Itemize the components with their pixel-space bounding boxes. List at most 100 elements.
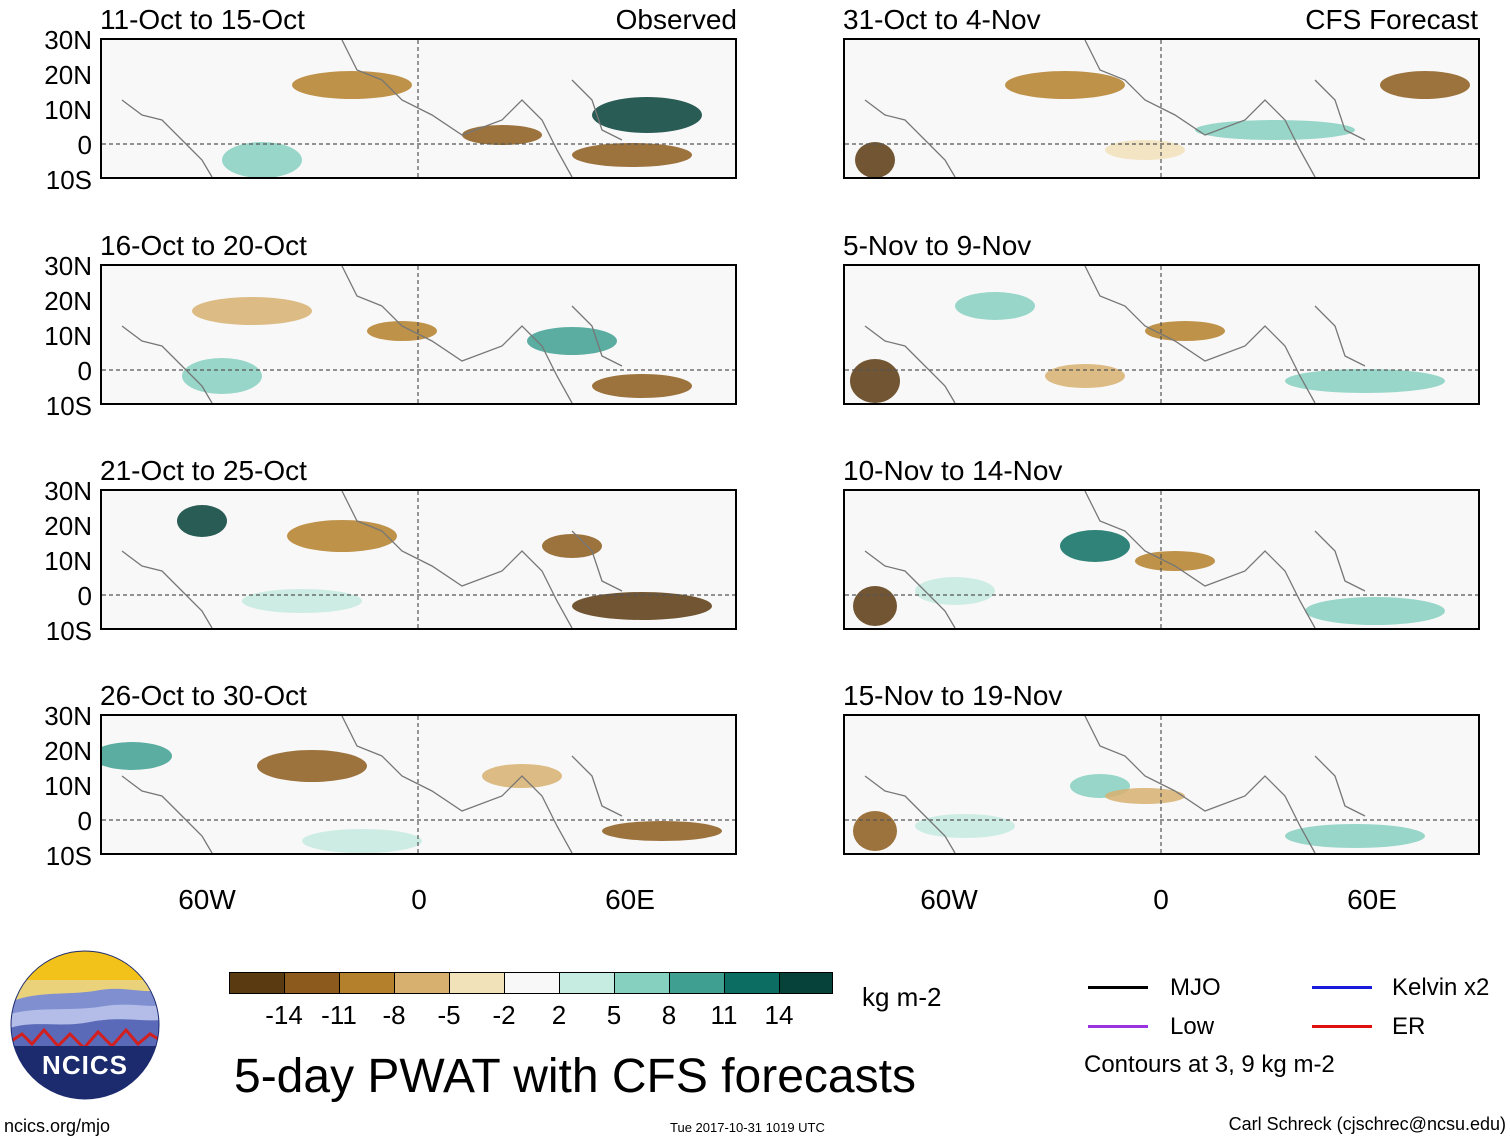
colorbar-cell-5 bbox=[504, 972, 560, 994]
pwat-anomaly-shade bbox=[192, 297, 312, 325]
lat-label: 0 bbox=[77, 356, 92, 386]
pwat-anomaly-shade bbox=[1195, 120, 1355, 140]
pwat-anomaly-shade bbox=[1060, 530, 1130, 562]
colorbar-label: 14 bbox=[764, 1000, 794, 1030]
pwat-anomaly-shade bbox=[592, 374, 692, 398]
colorbar-cell-2 bbox=[339, 972, 395, 994]
coastline bbox=[864, 491, 1366, 628]
pwat-anomaly-shade bbox=[592, 97, 702, 133]
lon-label: 60E bbox=[605, 884, 655, 915]
coastline bbox=[121, 40, 623, 177]
pwat-anomaly-shade bbox=[853, 811, 897, 851]
colorbar-cell-4 bbox=[449, 972, 505, 994]
pwat-anomaly-shade bbox=[302, 829, 422, 853]
panel-title: 10-Nov to 14-Nov bbox=[843, 455, 1063, 486]
colorbar-label: -14 bbox=[265, 1000, 303, 1030]
map-canvas bbox=[845, 266, 1478, 403]
colorbar-cell-7 bbox=[614, 972, 670, 994]
map-panel bbox=[843, 714, 1480, 855]
coastline bbox=[864, 266, 1366, 403]
map-panel bbox=[100, 714, 737, 855]
colorbar-label: 8 bbox=[661, 1000, 677, 1030]
lat-label: 10S bbox=[45, 841, 92, 871]
pwat-anomaly-shade bbox=[177, 505, 227, 537]
colorbar-cell-9 bbox=[724, 972, 780, 994]
lat-label: 30N bbox=[44, 701, 92, 731]
colorbar-cell-1 bbox=[284, 972, 340, 994]
coastline bbox=[121, 266, 623, 403]
footer-right: Carl Schreck (cjschrec@ncsu.edu) bbox=[1228, 1114, 1506, 1134]
coastline bbox=[864, 40, 1366, 177]
pwat-anomaly-shade bbox=[1285, 369, 1445, 393]
lat-label: 20N bbox=[44, 286, 92, 316]
panel-title: 5-Nov to 9-Nov bbox=[843, 230, 1032, 261]
ncics-logo: NCICS bbox=[10, 950, 160, 1100]
panel-title: 11-Oct to 15-Oct bbox=[100, 4, 305, 35]
lat-label: 10S bbox=[45, 391, 92, 421]
pwat-anomaly-shade bbox=[915, 814, 1015, 838]
pwat-anomaly-shade bbox=[527, 327, 617, 355]
pwat-anomaly-shade bbox=[1380, 71, 1470, 99]
map-panel bbox=[843, 264, 1480, 405]
pwat-anomaly-shade bbox=[855, 142, 895, 177]
lat-label: 10N bbox=[44, 321, 92, 351]
colorbar-label: 5 bbox=[606, 1000, 622, 1030]
lat-label: 0 bbox=[77, 581, 92, 611]
pwat-anomaly-shade bbox=[1305, 597, 1445, 625]
panel-title: 26-Oct to 30-Oct bbox=[100, 680, 307, 711]
coastline bbox=[121, 491, 623, 628]
lat-label: 20N bbox=[44, 60, 92, 90]
colorbar-unit: kg m-2 bbox=[862, 982, 942, 1012]
lon-label: 0 bbox=[1153, 884, 1169, 915]
pwat-anomaly-shade bbox=[1285, 824, 1425, 848]
lat-label: 0 bbox=[77, 806, 92, 836]
colorbar-label: -5 bbox=[437, 1000, 461, 1030]
footer-left: ncics.org/mjo bbox=[4, 1116, 111, 1136]
pwat-anomaly-shade bbox=[542, 534, 602, 558]
legend-label: Kelvin x2 bbox=[1392, 974, 1490, 1001]
pwat-anomaly-shade bbox=[572, 592, 712, 620]
map-canvas bbox=[102, 491, 735, 628]
pwat-anomaly-shade bbox=[1135, 551, 1215, 571]
lat-label: 10N bbox=[44, 546, 92, 576]
pwat-anomaly-shade bbox=[257, 750, 367, 782]
lat-label: 30N bbox=[44, 476, 92, 506]
lat-label: 10S bbox=[45, 165, 92, 195]
colorbar-cell-8 bbox=[669, 972, 725, 994]
colorbar-label: 2 bbox=[551, 1000, 567, 1030]
map-canvas bbox=[845, 40, 1478, 177]
colorbar-cell-10 bbox=[779, 972, 833, 994]
panel-label: Observed bbox=[615, 4, 737, 35]
panel-title: 31-Oct to 4-Nov bbox=[843, 4, 1041, 35]
colorbar-label: -2 bbox=[492, 1000, 516, 1030]
legend-label: Low bbox=[1170, 1013, 1215, 1040]
map-panel bbox=[100, 489, 737, 630]
pwat-anomaly-shade bbox=[1045, 364, 1125, 388]
panel-label: CFS Forecast bbox=[1305, 4, 1478, 35]
lat-label: 10N bbox=[44, 95, 92, 125]
lon-label: 60W bbox=[920, 884, 978, 915]
panel-title: 16-Oct to 20-Oct bbox=[100, 230, 307, 261]
map-canvas bbox=[102, 266, 735, 403]
map-canvas bbox=[845, 716, 1478, 853]
lon-label: 60W bbox=[178, 884, 236, 915]
map-panel bbox=[843, 489, 1480, 630]
pwat-anomaly-shade bbox=[242, 589, 362, 613]
pwat-anomaly-shade bbox=[955, 292, 1035, 320]
legend-label: ER bbox=[1392, 1013, 1426, 1040]
legend-line-er bbox=[1312, 1025, 1372, 1028]
pwat-anomaly-shade bbox=[462, 125, 542, 145]
legend-label: MJO bbox=[1170, 974, 1221, 1001]
lat-label: 30N bbox=[44, 251, 92, 281]
map-panel bbox=[843, 38, 1480, 179]
pwat-anomaly-shade bbox=[1105, 788, 1185, 804]
lat-label: 10N bbox=[44, 771, 92, 801]
pwat-anomaly-shade bbox=[182, 358, 262, 394]
legend-note: Contours at 3, 9 kg m-2 bbox=[1084, 1051, 1335, 1078]
panel-title: 21-Oct to 25-Oct bbox=[100, 455, 307, 486]
map-canvas bbox=[102, 716, 735, 853]
pwat-anomaly-shade bbox=[292, 71, 412, 99]
coastline bbox=[121, 716, 623, 853]
panel-title: 15-Nov to 19-Nov bbox=[843, 680, 1063, 711]
pwat-anomaly-shade bbox=[853, 586, 897, 626]
